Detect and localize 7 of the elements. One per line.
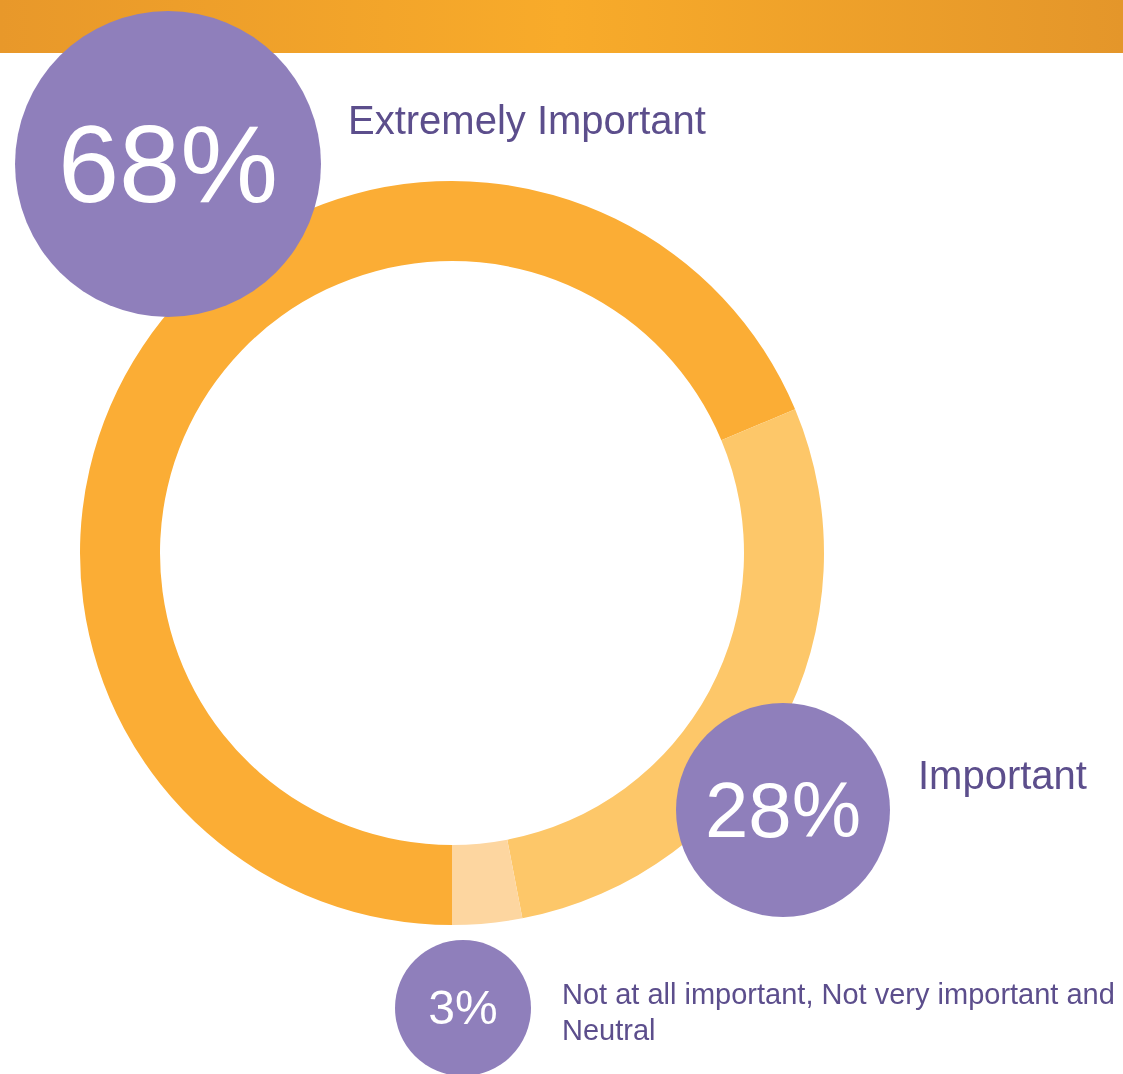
data-label: 68% [57, 102, 279, 225]
data-label: 3% [428, 981, 498, 1034]
slice-label: Extremely Important [348, 97, 707, 144]
data-label: 28% [704, 766, 862, 854]
slice-label: Important [918, 752, 1088, 799]
donut-slice [452, 839, 523, 925]
slice-label: Not at all important, Not very important and Neutral [562, 977, 1116, 1049]
